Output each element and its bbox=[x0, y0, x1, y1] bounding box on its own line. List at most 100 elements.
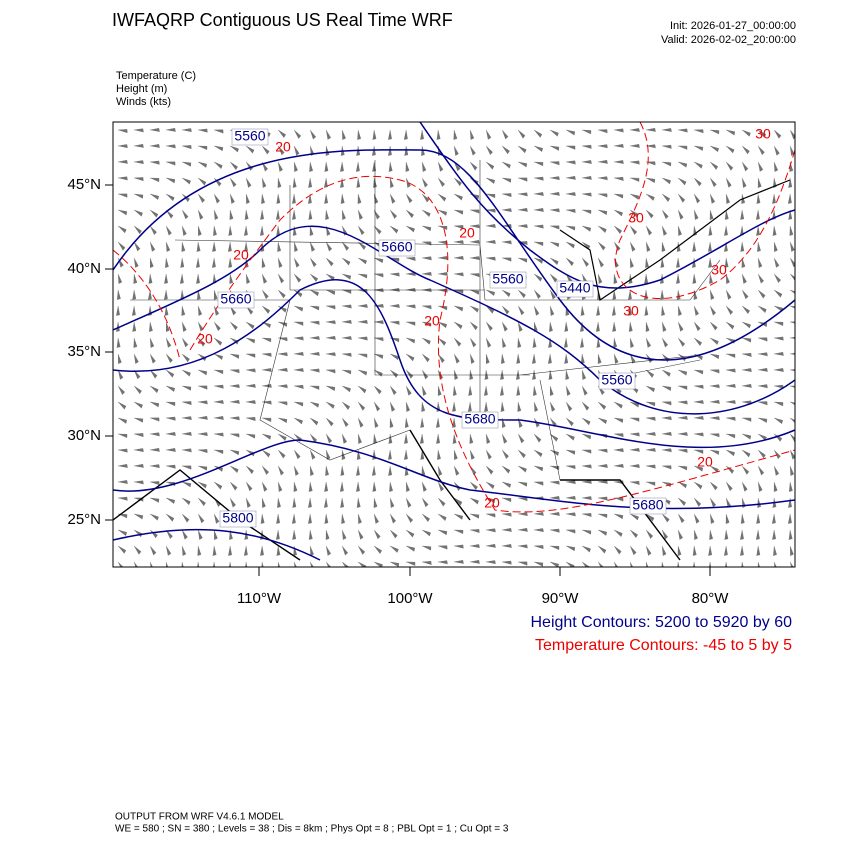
wind-barb bbox=[437, 272, 448, 276]
wind-barb bbox=[549, 129, 559, 137]
wind-barb bbox=[661, 305, 666, 316]
wind-barb bbox=[437, 481, 445, 492]
wind-barb bbox=[229, 433, 240, 438]
wind-barb bbox=[469, 369, 474, 380]
wind-barb bbox=[244, 209, 249, 220]
wind-barb bbox=[148, 321, 153, 332]
wind-barb bbox=[709, 369, 720, 374]
wind-barb bbox=[197, 145, 208, 150]
wind-barb bbox=[165, 353, 173, 363]
wind-barb bbox=[293, 561, 297, 567]
wind-barb bbox=[517, 257, 528, 263]
wind-barb bbox=[117, 496, 128, 501]
wind-barb bbox=[725, 513, 730, 524]
wind-barb bbox=[357, 433, 362, 444]
wind-barb bbox=[485, 224, 496, 228]
wind-barb bbox=[581, 496, 592, 501]
wind-barb bbox=[149, 561, 154, 567]
wind-barb bbox=[229, 369, 240, 374]
wind-barb bbox=[517, 161, 528, 168]
wind-barb bbox=[756, 193, 761, 204]
wind-barb bbox=[324, 161, 329, 172]
wind-barb bbox=[308, 481, 313, 492]
wind-barb bbox=[467, 401, 472, 412]
wind-barb bbox=[724, 241, 728, 252]
wind-barb bbox=[789, 545, 794, 556]
wind-barb bbox=[164, 305, 169, 316]
wind-barb bbox=[597, 225, 607, 233]
wind-barb bbox=[597, 545, 607, 554]
wind-barb bbox=[517, 129, 526, 139]
wind-barb bbox=[757, 305, 767, 313]
wind-barb bbox=[661, 144, 672, 149]
wind-barb bbox=[517, 401, 522, 412]
wind-barb bbox=[213, 161, 223, 169]
wind-barb bbox=[197, 209, 204, 220]
wind-barb bbox=[373, 193, 379, 204]
wind-barb bbox=[325, 449, 331, 460]
wind-barb bbox=[213, 481, 223, 490]
wind-barb bbox=[437, 385, 442, 396]
wind-barb bbox=[133, 128, 144, 133]
wind-barb bbox=[149, 337, 155, 348]
wind-barb bbox=[339, 481, 344, 492]
wind-barb bbox=[549, 257, 559, 265]
wind-barb bbox=[469, 513, 480, 519]
wind-barb bbox=[741, 257, 746, 268]
wind-barb bbox=[404, 145, 409, 156]
wind-barb bbox=[581, 513, 592, 517]
wind-barb bbox=[325, 145, 330, 156]
wind-barb bbox=[661, 193, 671, 202]
wind-barb bbox=[500, 353, 505, 364]
wind-barb bbox=[436, 433, 441, 444]
wind-barb bbox=[357, 529, 364, 540]
wind-barb bbox=[261, 352, 272, 357]
wind-barb bbox=[645, 127, 656, 132]
wind-barb bbox=[741, 177, 747, 188]
wind-barb bbox=[421, 337, 431, 345]
temperature-label: 20 bbox=[424, 313, 440, 329]
wind-barb bbox=[389, 513, 397, 524]
wind-barb bbox=[309, 289, 319, 297]
wind-barb bbox=[165, 464, 176, 469]
wind-barb bbox=[549, 176, 560, 181]
wind-barb bbox=[517, 433, 525, 444]
wind-barb bbox=[757, 337, 768, 342]
wind-barb bbox=[725, 383, 736, 388]
wind-barb bbox=[597, 529, 608, 536]
wind-barb bbox=[341, 336, 352, 340]
wind-barb bbox=[629, 353, 636, 364]
wind-barb bbox=[741, 417, 752, 422]
wind-barb bbox=[645, 545, 652, 556]
wind-barb bbox=[245, 145, 255, 154]
wind-barb bbox=[629, 193, 640, 200]
contour-labels: 5560 5660 5560 5440 5660 5560 5680 5680 5800 20 20… bbox=[197, 126, 771, 528]
wind-barb bbox=[452, 401, 456, 412]
wind-barb bbox=[437, 560, 448, 565]
wind-barb bbox=[229, 449, 240, 456]
wind-barb bbox=[581, 369, 587, 380]
wind-barb bbox=[708, 545, 713, 556]
wind-barb bbox=[373, 337, 384, 342]
wind-barb bbox=[293, 129, 302, 139]
wind-barb bbox=[549, 545, 560, 550]
wind-barb bbox=[181, 465, 192, 470]
wind-barb bbox=[357, 369, 368, 376]
wind-barb bbox=[149, 257, 154, 268]
wind-barb bbox=[468, 385, 473, 396]
wind-barb bbox=[725, 321, 735, 330]
wind-barb bbox=[645, 209, 654, 219]
wind-barbs bbox=[115, 127, 795, 567]
wind-barb bbox=[485, 208, 496, 213]
wind-barb bbox=[245, 383, 256, 388]
wind-barb bbox=[244, 225, 248, 236]
wind-barb bbox=[149, 160, 160, 165]
wind-barb bbox=[533, 545, 544, 549]
wind-barb bbox=[757, 481, 763, 492]
wind-barb bbox=[453, 497, 463, 506]
wind-barb bbox=[421, 225, 432, 232]
wind-barb bbox=[629, 177, 640, 182]
lon-label: 110°W bbox=[237, 590, 282, 607]
wind-barb bbox=[277, 417, 288, 423]
wind-barb bbox=[581, 464, 592, 469]
